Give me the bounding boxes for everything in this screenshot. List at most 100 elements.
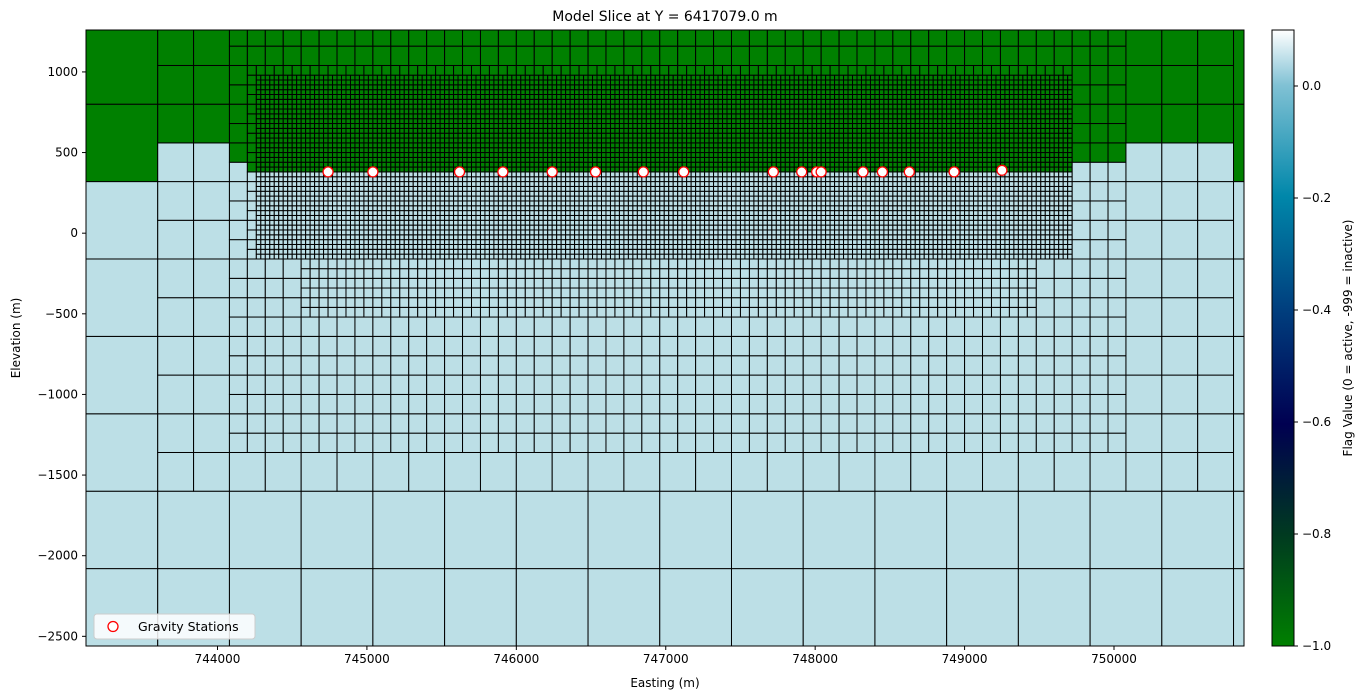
mesh-cell	[726, 152, 732, 158]
mesh-cell	[385, 127, 392, 134]
mesh-cell	[439, 166, 446, 173]
mesh-cell	[246, 258, 266, 279]
mesh-cell	[323, 181, 329, 187]
mesh-cell	[717, 234, 724, 241]
mesh-cell	[569, 306, 580, 318]
mesh-cell	[376, 214, 383, 221]
mesh-cell	[798, 200, 804, 207]
mesh-cell	[713, 316, 732, 337]
mesh-cell	[475, 219, 481, 226]
mesh-cell	[556, 219, 562, 226]
mesh-cell	[784, 185, 791, 192]
mesh-cell	[547, 98, 553, 105]
mesh-cell	[444, 64, 455, 76]
mesh-cell	[412, 94, 419, 100]
mesh-cell	[373, 0, 516, 27]
mesh-cell	[506, 190, 513, 197]
mesh-cell	[529, 185, 535, 192]
mesh-cell	[511, 79, 517, 86]
mesh-cell	[583, 185, 589, 192]
mesh-cell	[717, 176, 724, 183]
mesh-cell	[775, 258, 786, 270]
mesh-cell	[421, 224, 428, 231]
mesh-cell	[538, 253, 544, 260]
mesh-cell	[668, 287, 679, 299]
mesh-cell	[596, 287, 607, 299]
mesh-cell	[600, 118, 607, 125]
mesh-cell	[600, 229, 607, 236]
mesh-cell	[650, 118, 656, 125]
mesh-cell	[641, 413, 661, 434]
mesh-cell	[775, 181, 782, 187]
mesh-cell	[627, 79, 634, 86]
mesh-cell	[358, 190, 365, 197]
mesh-cell	[515, 316, 535, 337]
mesh-cell	[520, 171, 526, 178]
mesh-cell	[417, 176, 423, 183]
mesh-cell	[506, 205, 513, 212]
mesh-cell	[551, 103, 558, 110]
mesh-cell	[654, 248, 661, 255]
mesh-cell	[681, 200, 688, 207]
mesh-cell	[569, 268, 580, 279]
mesh-cell	[332, 137, 338, 144]
mesh-cell	[358, 166, 365, 173]
mesh-cell	[587, 374, 607, 395]
mesh-cell	[524, 113, 531, 120]
mesh-cell	[390, 161, 396, 168]
mesh-cell	[444, 374, 464, 395]
mesh-cell	[305, 132, 311, 139]
mesh-cell	[228, 277, 248, 299]
mesh-cell	[341, 219, 347, 226]
mesh-cell	[659, 108, 665, 115]
mesh-cell	[632, 64, 643, 76]
mesh-cell	[318, 185, 325, 192]
mesh-cell	[722, 253, 728, 260]
mesh-cell	[282, 355, 302, 376]
mesh-cell	[282, 45, 302, 66]
mesh-cell	[623, 45, 643, 66]
mesh-cell	[618, 137, 625, 144]
mesh-cell	[627, 142, 634, 149]
mesh-cell	[408, 243, 414, 250]
mesh-cell	[341, 108, 347, 115]
mesh-cell	[408, 185, 414, 192]
mesh-cell	[717, 166, 724, 173]
mesh-cell	[609, 181, 616, 187]
mesh-cell	[766, 287, 777, 299]
mesh-cell	[417, 108, 423, 115]
mesh-cell	[341, 89, 347, 96]
mesh-cell	[479, 74, 486, 81]
mesh-cell	[556, 243, 562, 250]
mesh-cell	[708, 132, 715, 139]
mesh-cell	[430, 200, 437, 207]
mesh-cell	[587, 84, 594, 91]
mesh-cell	[354, 147, 360, 154]
mesh-cell	[457, 185, 464, 192]
mesh-cell	[332, 214, 338, 221]
mesh-cell	[453, 205, 459, 212]
mesh-cell	[605, 103, 611, 110]
mesh-cell	[390, 306, 401, 318]
mesh-cell	[264, 243, 271, 250]
mesh-cell	[318, 253, 325, 260]
mesh-cell	[627, 132, 634, 139]
mesh-cell	[636, 156, 643, 163]
mesh-cell	[551, 147, 558, 154]
mesh-cell	[479, 210, 486, 216]
mesh-cell	[479, 413, 499, 434]
mesh-cell	[605, 413, 625, 434]
mesh-cell	[363, 195, 369, 202]
mesh-cell	[739, 268, 750, 279]
mesh-cell	[636, 147, 643, 154]
mesh-cell	[421, 137, 428, 144]
mesh-cell	[471, 84, 477, 91]
mesh-cell	[614, 181, 620, 187]
mesh-cell	[681, 205, 688, 212]
mesh-cell	[394, 84, 401, 91]
mesh-cell	[282, 123, 289, 129]
mesh-cell	[332, 147, 338, 154]
mesh-cell	[502, 142, 508, 149]
mesh-cell	[394, 127, 401, 134]
mesh-cell	[403, 214, 410, 221]
